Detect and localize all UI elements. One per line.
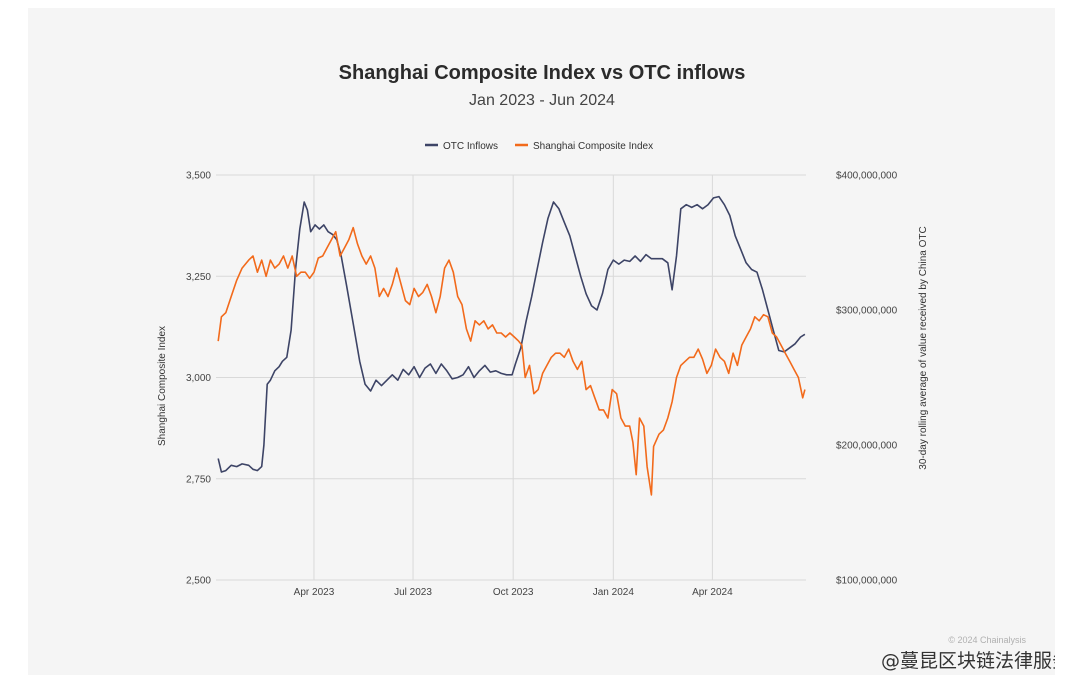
axis-ticks: 2,500 2,750 3,000 3,250 3,500 $100,000,000 $20… xyxy=(186,171,898,599)
y-right-tick-label: $200,000,000 xyxy=(836,441,898,452)
x-tick-label: Apr 2024 xyxy=(692,587,733,598)
y-left-tick-label: 3,500 xyxy=(186,171,211,182)
y-axis-right-title: 30-day rolling average of value received… xyxy=(918,226,929,469)
x-tick-label: Oct 2023 xyxy=(493,587,534,598)
chart-panel: Shanghai Composite Index vs OTC inflows … xyxy=(28,8,1055,675)
gridlines xyxy=(216,174,806,581)
y-right-tick-label: $100,000,000 xyxy=(836,576,898,587)
legend-label-otc-inflows: OTC Inflows xyxy=(443,141,498,152)
y-axis-left-title: Shanghai Composite Index xyxy=(157,326,168,446)
y-left-tick-label: 3,250 xyxy=(186,272,211,283)
legend-label-shanghai-composite: Shanghai Composite Index xyxy=(533,141,653,152)
y-right-tick-label: $300,000,000 xyxy=(836,306,898,317)
chart-subtitle: Jan 2023 - Jun 2024 xyxy=(469,92,615,109)
series-line-otc-inflows xyxy=(217,195,806,473)
legend: OTC Inflows Shanghai Composite Index xyxy=(425,141,653,152)
watermark-text: @蔓昆区块链法律服务 xyxy=(881,650,1055,672)
x-tick-label: Jul 2023 xyxy=(394,587,432,598)
chart: Shanghai Composite Index vs OTC inflows … xyxy=(157,62,1055,672)
y-left-tick-label: 2,500 xyxy=(186,576,211,587)
y-left-tick-label: 3,000 xyxy=(186,373,211,384)
y-right-tick-label: $400,000,000 xyxy=(836,171,898,182)
x-tick-label: Jan 2024 xyxy=(593,587,635,598)
y-left-tick-label: 2,750 xyxy=(186,474,211,485)
series-line-shanghai-composite-index xyxy=(217,226,806,496)
series-lines xyxy=(217,195,806,496)
credit-text: © 2024 Chainalysis xyxy=(948,635,1026,645)
x-tick-label: Apr 2023 xyxy=(294,587,335,598)
chart-title: Shanghai Composite Index vs OTC inflows xyxy=(339,62,746,84)
